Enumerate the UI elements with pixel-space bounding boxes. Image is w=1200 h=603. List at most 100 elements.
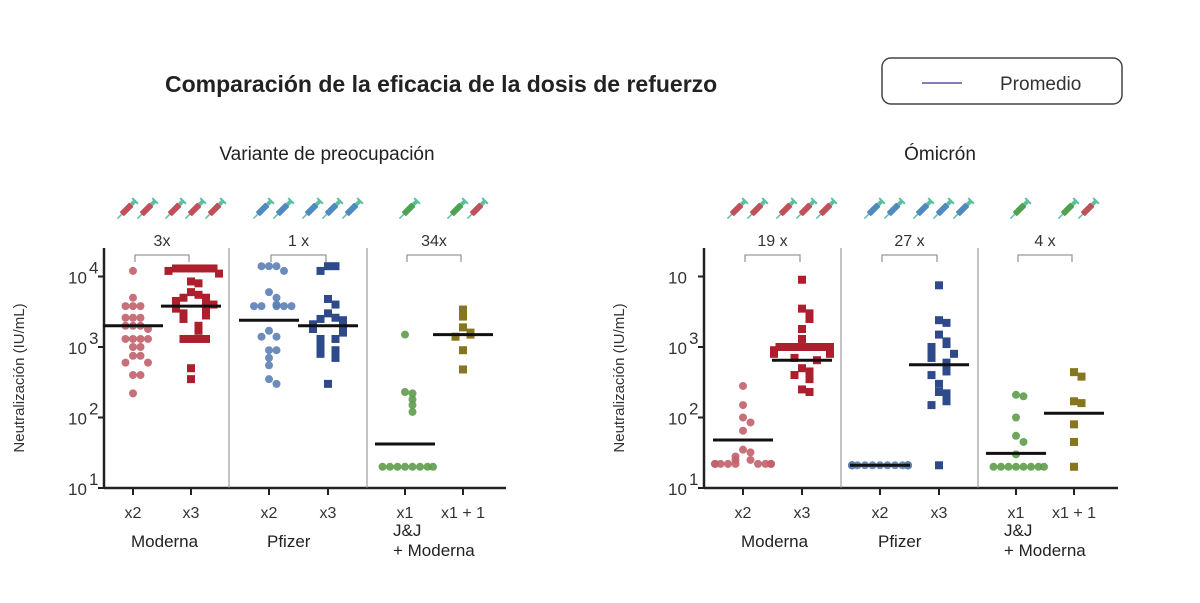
syringe-needle <box>164 213 171 220</box>
data-point-circle <box>265 361 273 370</box>
y-tick-base: 10 <box>668 480 687 499</box>
data-point-square <box>826 343 834 351</box>
data-point-circle <box>754 459 762 468</box>
data-point-square <box>164 266 173 275</box>
syringe-barrel <box>188 202 202 216</box>
data-point-circle <box>1034 462 1043 471</box>
data-point-square <box>813 343 821 351</box>
data-point-square <box>790 343 799 351</box>
data-point-circle <box>121 358 130 367</box>
data-point-circle <box>408 462 417 471</box>
panel-variant-of-concern: Variante de preocupación Neutralización (… <box>11 144 506 560</box>
data-point-square <box>942 340 951 349</box>
syringe-needle <box>932 213 939 220</box>
group-label: J&J <box>393 521 421 540</box>
data-point-square <box>324 309 332 318</box>
syringe-handle <box>830 197 838 205</box>
green-syringe-icon <box>446 197 469 220</box>
data-point-circle <box>393 462 402 471</box>
syringe-needle <box>301 213 308 220</box>
data-point-square <box>1070 437 1078 446</box>
data-point-circle <box>408 389 417 398</box>
legend-box <box>881 57 1123 105</box>
y-tick-base: 10 <box>668 269 687 288</box>
y-tick-exponent: 3 <box>689 329 698 348</box>
syringe-barrel <box>325 202 339 216</box>
syringe-barrel <box>799 202 813 216</box>
syringe-handle <box>316 197 324 205</box>
data-point-circle <box>408 395 417 404</box>
data-point-square <box>927 347 936 356</box>
y-tick-exponent: 2 <box>689 400 698 419</box>
data-point-square <box>215 269 223 278</box>
data-point-square <box>187 288 195 297</box>
data-point-circle <box>129 389 137 398</box>
data-point-square <box>316 314 325 323</box>
data-point-circle <box>136 334 145 343</box>
syringe-barrel <box>305 202 319 216</box>
data-point-square <box>805 314 814 323</box>
data-point-square <box>324 262 332 271</box>
data-point-square <box>187 375 195 384</box>
y-tick-base: 10 <box>668 339 687 358</box>
syringe-handle <box>1092 197 1100 205</box>
syringe-handle <box>481 197 489 205</box>
red-syringe-icon <box>184 197 207 220</box>
data-point-circle <box>724 459 732 468</box>
y-tick-base: 10 <box>68 269 87 288</box>
x-tick-label: x1 + 1 <box>441 505 485 522</box>
y-tick-label: 104 <box>68 259 98 288</box>
data-point-circle <box>265 262 273 271</box>
x-tick-label: x2 <box>261 505 278 522</box>
y-axis-label: Neutralización (IU/mL) <box>11 303 28 452</box>
syringe-handle <box>741 197 749 205</box>
x-tick-label: x3 <box>794 505 811 522</box>
syringe-handle <box>761 197 769 205</box>
data-point-square <box>459 305 467 314</box>
data-point-square <box>805 387 814 396</box>
syringe-handle <box>219 197 227 205</box>
y-tick-label: 102 <box>668 400 698 429</box>
data-point-circle <box>272 302 281 311</box>
red-syringe-icon <box>1077 197 1100 220</box>
green-syringe-icon <box>398 197 421 220</box>
data-point-circle <box>739 445 747 454</box>
data-point-circle <box>136 371 145 380</box>
data-point-circle <box>746 418 755 427</box>
syringe-handle <box>356 197 364 205</box>
data-point-square <box>316 334 325 343</box>
syringe-barrel <box>402 202 416 216</box>
green-syringe-icon <box>1009 197 1032 220</box>
fold-bracket <box>134 254 190 262</box>
y-tick-base: 10 <box>68 480 87 499</box>
data-point-circle <box>731 459 740 468</box>
y-tick-label: 101 <box>668 470 698 499</box>
blue-syringe-icon <box>341 197 364 220</box>
data-point-square <box>770 349 778 358</box>
red-syringe-icon <box>775 197 798 220</box>
data-point-square <box>805 367 814 376</box>
data-point-square <box>1070 368 1078 377</box>
data-point-square <box>339 318 347 327</box>
data-point-circle <box>1004 462 1013 471</box>
data-point-square <box>942 397 951 406</box>
group-label: Moderna <box>741 532 809 551</box>
data-point-circle <box>416 462 424 471</box>
syringe-handle <box>947 197 955 205</box>
data-point-circle <box>739 401 747 410</box>
fold-change-label: 1 x <box>288 233 309 250</box>
data-point-circle <box>121 313 130 322</box>
data-point-square <box>209 300 218 309</box>
y-tick-label: 101 <box>68 470 98 499</box>
blue-syringe-icon <box>952 197 975 220</box>
legend: Promedio <box>881 57 1123 105</box>
fold-change-label: 4 x <box>1034 233 1055 250</box>
syringe-needle <box>912 213 919 220</box>
syringe-needle <box>883 213 890 220</box>
blue-syringe-icon <box>912 197 935 220</box>
vaccine-group-2: 34x J&J+ Moderna x1 x1 + 1 <box>375 197 493 560</box>
syringe-barrel <box>276 202 290 216</box>
data-point-circle <box>272 293 281 302</box>
syringe-handle <box>878 197 886 205</box>
syringe-needle <box>952 213 959 220</box>
